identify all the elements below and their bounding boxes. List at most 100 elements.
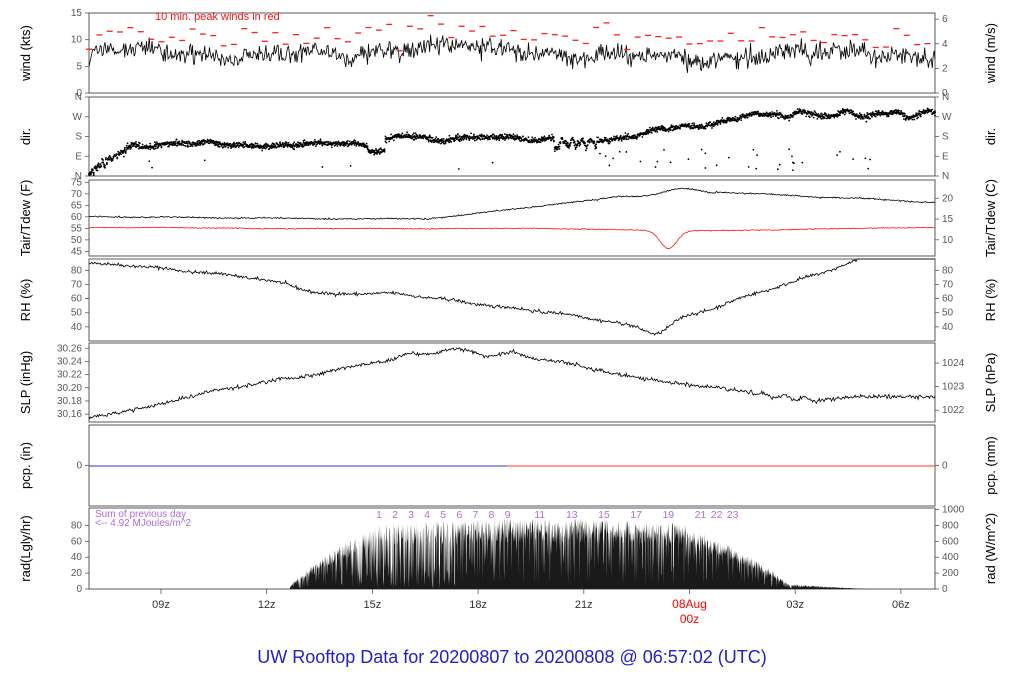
svg-text:wind (kts): wind (kts) [18,25,33,82]
svg-text:30.18: 30.18 [57,396,82,407]
svg-text:15: 15 [71,8,83,19]
svg-text:08Aug: 08Aug [672,597,707,611]
svg-text:20: 20 [71,568,83,579]
svg-text:Tair/Tdew (C): Tair/Tdew (C) [983,179,998,257]
svg-text:30.26: 30.26 [57,343,82,354]
svg-text:18z: 18z [469,599,487,611]
svg-text:1000: 1000 [942,505,965,516]
svg-text:17: 17 [630,509,642,521]
svg-text:06z: 06z [892,599,910,611]
svg-text:23: 23 [727,509,739,521]
svg-text:30.22: 30.22 [57,370,82,381]
svg-text:6: 6 [456,509,462,521]
svg-text:1024: 1024 [942,358,965,369]
svg-text:65: 65 [71,200,83,211]
svg-text:15: 15 [598,509,610,521]
svg-text:09z: 09z [152,599,170,611]
svg-text:N: N [75,92,82,103]
svg-text:rad(Lgly/hr): rad(Lgly/hr) [18,515,33,581]
svg-text:10: 10 [71,35,83,46]
svg-text:200: 200 [942,568,959,579]
svg-text:50: 50 [71,308,83,319]
svg-text:21z: 21z [575,599,593,611]
svg-text:<-- 4.92 MJoules/m^2: <-- 4.92 MJoules/m^2 [95,518,192,529]
svg-text:S: S [75,132,82,143]
svg-text:30.16: 30.16 [57,409,82,420]
svg-text:20: 20 [942,193,954,204]
svg-text:800: 800 [942,520,959,531]
svg-text:50: 50 [71,235,83,246]
svg-text:11: 11 [534,509,545,521]
svg-text:W: W [73,112,83,123]
svg-text:40: 40 [942,322,954,333]
svg-text:40: 40 [71,322,83,333]
svg-text:10: 10 [942,235,954,246]
svg-text:400: 400 [942,552,959,563]
svg-text:rad (W/m^2): rad (W/m^2) [983,513,998,584]
svg-text:40: 40 [71,552,83,563]
svg-text:0: 0 [76,461,82,472]
svg-text:50: 50 [942,308,954,319]
svg-text:15: 15 [942,214,954,225]
svg-text:5: 5 [440,509,446,521]
svg-text:15z: 15z [364,599,382,611]
svg-text:30.24: 30.24 [57,356,82,367]
svg-text:E: E [75,151,82,162]
svg-text:N: N [75,171,82,182]
svg-text:0: 0 [942,461,948,472]
svg-text:SLP (hPa): SLP (hPa) [983,353,998,413]
svg-text:22: 22 [711,509,723,521]
svg-text:03z: 03z [786,599,804,611]
svg-text:70: 70 [942,279,954,290]
svg-text:80: 80 [71,265,83,276]
svg-text:2: 2 [942,63,948,74]
svg-text:00z: 00z [680,612,699,626]
svg-text:70: 70 [71,189,83,200]
svg-text:21: 21 [695,509,707,521]
svg-text:RH (%): RH (%) [983,279,998,322]
svg-text:dir.: dir. [983,128,998,145]
svg-text:12z: 12z [258,599,276,611]
svg-text:4: 4 [942,39,948,50]
svg-text:pcp. (mm): pcp. (mm) [983,436,998,495]
svg-text:0: 0 [76,584,82,595]
svg-text:N: N [942,171,949,182]
svg-text:60: 60 [71,536,83,547]
svg-text:70: 70 [71,279,83,290]
svg-text:9: 9 [505,509,511,521]
svg-text:80: 80 [71,520,83,531]
svg-text:8: 8 [488,509,494,521]
svg-text:45: 45 [71,246,83,257]
svg-text:10 min. peak winds in red: 10 min. peak winds in red [155,11,280,23]
svg-text:19: 19 [662,509,674,521]
svg-text:60: 60 [71,294,83,305]
svg-text:2: 2 [392,509,398,521]
svg-text:60: 60 [71,212,83,223]
svg-text:3: 3 [408,509,414,521]
svg-text:1023: 1023 [942,382,965,393]
svg-text:6: 6 [942,14,948,25]
svg-text:N: N [942,92,949,103]
svg-text:wind (m/s): wind (m/s) [983,23,998,84]
svg-text:SLP (inHg): SLP (inHg) [18,351,33,414]
svg-text:1: 1 [376,509,382,521]
svg-text:600: 600 [942,536,959,547]
svg-text:1022: 1022 [942,405,965,416]
svg-text:0: 0 [942,584,948,595]
svg-text:E: E [942,151,949,162]
svg-text:7: 7 [472,509,478,521]
svg-text:60: 60 [942,294,954,305]
svg-text:80: 80 [942,265,954,276]
svg-text:S: S [942,132,949,143]
svg-text:RH (%): RH (%) [18,279,33,322]
svg-text:55: 55 [71,223,83,234]
svg-text:5: 5 [76,61,82,72]
svg-text:30.20: 30.20 [57,383,82,394]
svg-text:Tair/Tdew (F): Tair/Tdew (F) [18,180,33,257]
svg-text:dir.: dir. [18,128,33,145]
svg-text:W: W [942,112,952,123]
svg-text:UW Rooftop Data for 20200807: UW Rooftop Data for 20200807 to 20200808… [257,647,767,667]
svg-text:4: 4 [424,509,430,521]
svg-text:pcp. (in): pcp. (in) [18,442,33,489]
svg-text:13: 13 [566,509,578,521]
